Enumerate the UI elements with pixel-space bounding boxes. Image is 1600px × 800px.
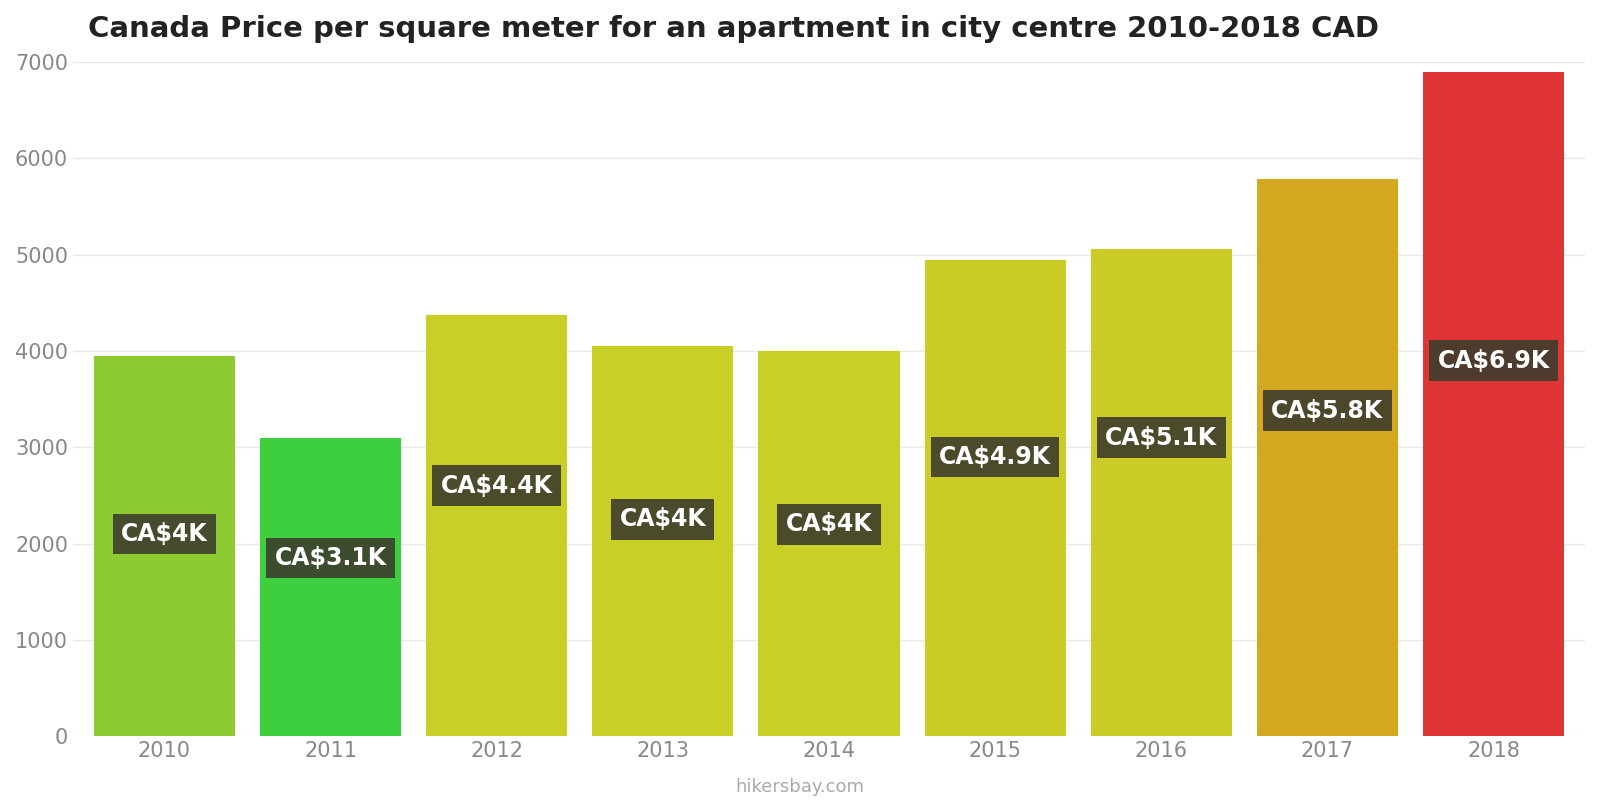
Text: Canada Price per square meter for an apartment in city centre 2010-2018 CAD: Canada Price per square meter for an apa… (88, 15, 1379, 43)
Text: CA$3.1K: CA$3.1K (275, 546, 387, 570)
Bar (758, 351, 899, 736)
Bar (925, 260, 1066, 736)
Text: CA$5.8K: CA$5.8K (1272, 398, 1384, 422)
Text: hikersbay.com: hikersbay.com (736, 778, 864, 796)
Text: CA$5.1K: CA$5.1K (1106, 426, 1218, 450)
Text: CA$6.9K: CA$6.9K (1437, 349, 1550, 373)
Text: CA$4K: CA$4K (122, 522, 208, 546)
Bar (1258, 179, 1398, 736)
Text: CA$4K: CA$4K (619, 507, 706, 531)
Bar (259, 438, 402, 736)
Bar (592, 346, 733, 736)
Bar (1422, 72, 1565, 736)
Bar (94, 356, 235, 736)
Text: CA$4.4K: CA$4.4K (440, 474, 552, 498)
Bar (1091, 249, 1232, 736)
Text: CA$4.9K: CA$4.9K (939, 445, 1051, 469)
Text: CA$4K: CA$4K (786, 512, 872, 536)
Bar (426, 315, 568, 736)
